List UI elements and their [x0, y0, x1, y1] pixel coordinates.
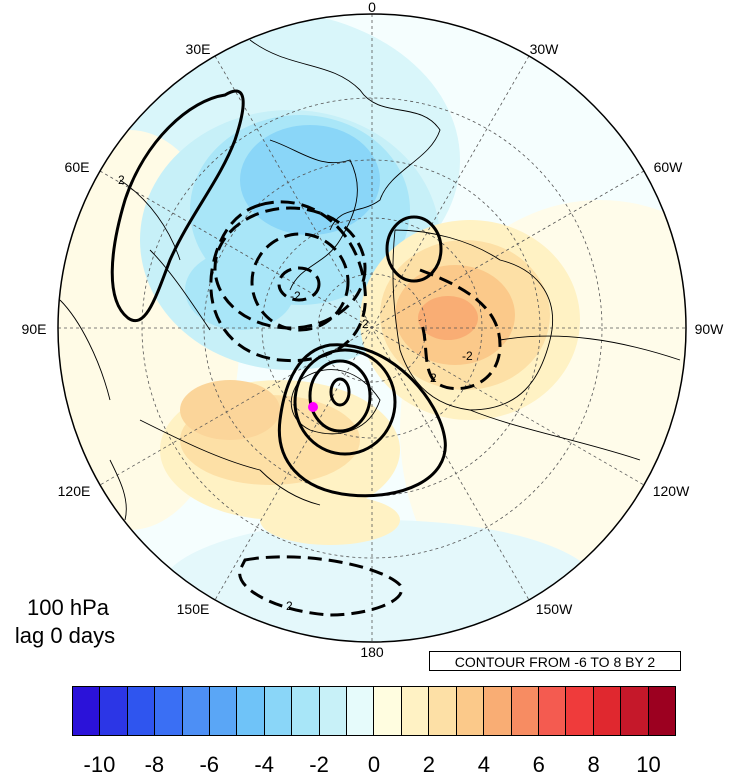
colorbar-segment	[484, 687, 512, 735]
lon-label-120w: 120W	[652, 483, 690, 499]
colorbar-tick-label: -8	[144, 752, 165, 777]
lon-label-150w: 150W	[535, 601, 573, 617]
lon-label-90e: 90E	[21, 321, 47, 337]
positive-contours	[110, 89, 447, 498]
colorbar	[72, 686, 676, 736]
colorbar-segment	[182, 687, 211, 735]
contour-label: 2	[430, 371, 437, 385]
colorbar-segment	[401, 687, 430, 735]
lon-label-180: 180	[360, 644, 384, 660]
lon-label-60w: 60W	[653, 159, 683, 175]
location-marker	[308, 402, 318, 412]
lon-label-60e: 60E	[64, 159, 90, 175]
colorbar-segment	[127, 687, 156, 735]
colorbar-tick-label: 0	[367, 752, 381, 777]
colorbar-tick-label: -6	[199, 752, 220, 777]
lon-label-30w: 30W	[529, 41, 559, 57]
contour-labels: 2 2 2 2 -2 -2	[118, 173, 473, 613]
colorbar-segment	[155, 687, 183, 735]
colorbar-tick-label: 8	[587, 752, 600, 777]
colorbar-segment	[347, 687, 375, 735]
negative-contours	[209, 200, 502, 617]
colorbar-labels: -10 -8 -6 -4 -2 0 2 4 6 8 10	[0, 752, 729, 780]
colorbar-segment	[210, 687, 238, 735]
lon-label-90w: 90W	[694, 321, 724, 337]
colorbar-segment	[621, 687, 649, 735]
colorbar-tick-label: 10	[636, 752, 661, 777]
colorbar-segment	[374, 687, 402, 735]
map-border	[57, 13, 687, 643]
contour-label: -2	[290, 289, 301, 303]
colorbar-segment	[456, 687, 485, 735]
colorbar-tick-label: 6	[532, 752, 545, 777]
level-label: 100 hPa	[27, 595, 109, 620]
contour-label: 2	[118, 173, 125, 187]
colorbar-tick-label: -10	[83, 752, 116, 777]
lon-label-150e: 150E	[176, 601, 210, 617]
colorbar-segment	[511, 687, 539, 735]
colorbar-segment	[264, 687, 293, 735]
colorbar-segment	[73, 687, 101, 735]
lon-label-0: 0	[368, 0, 376, 15]
colorbar-segment	[648, 687, 675, 735]
colorbar-segment	[100, 687, 128, 735]
colorbar-tick-label: 4	[477, 752, 490, 777]
colorbar-segment	[429, 687, 457, 735]
colorbar-segment	[566, 687, 594, 735]
colorbar-segment	[319, 687, 348, 735]
lon-label-30e: 30E	[185, 41, 211, 57]
lag-label: lag 0 days	[14, 623, 116, 648]
lon-label-120e: 120E	[57, 483, 91, 499]
contour-label: 2	[286, 599, 293, 613]
contour-info-box: CONTOUR FROM -6 TO 8 BY 2	[429, 651, 681, 671]
colorbar-tick-label: -2	[309, 752, 329, 777]
colorbar-segment	[593, 687, 622, 735]
colorbar-segment	[538, 687, 567, 735]
shaded-field	[58, 14, 686, 642]
colorbar-segment	[292, 687, 320, 735]
contour-label: -2	[462, 349, 473, 363]
colorbar-tick-label: 2	[422, 752, 436, 777]
contour-label: 2	[362, 317, 369, 331]
colorbar-tick-label: -4	[254, 752, 274, 777]
colorbar-segment	[237, 687, 265, 735]
